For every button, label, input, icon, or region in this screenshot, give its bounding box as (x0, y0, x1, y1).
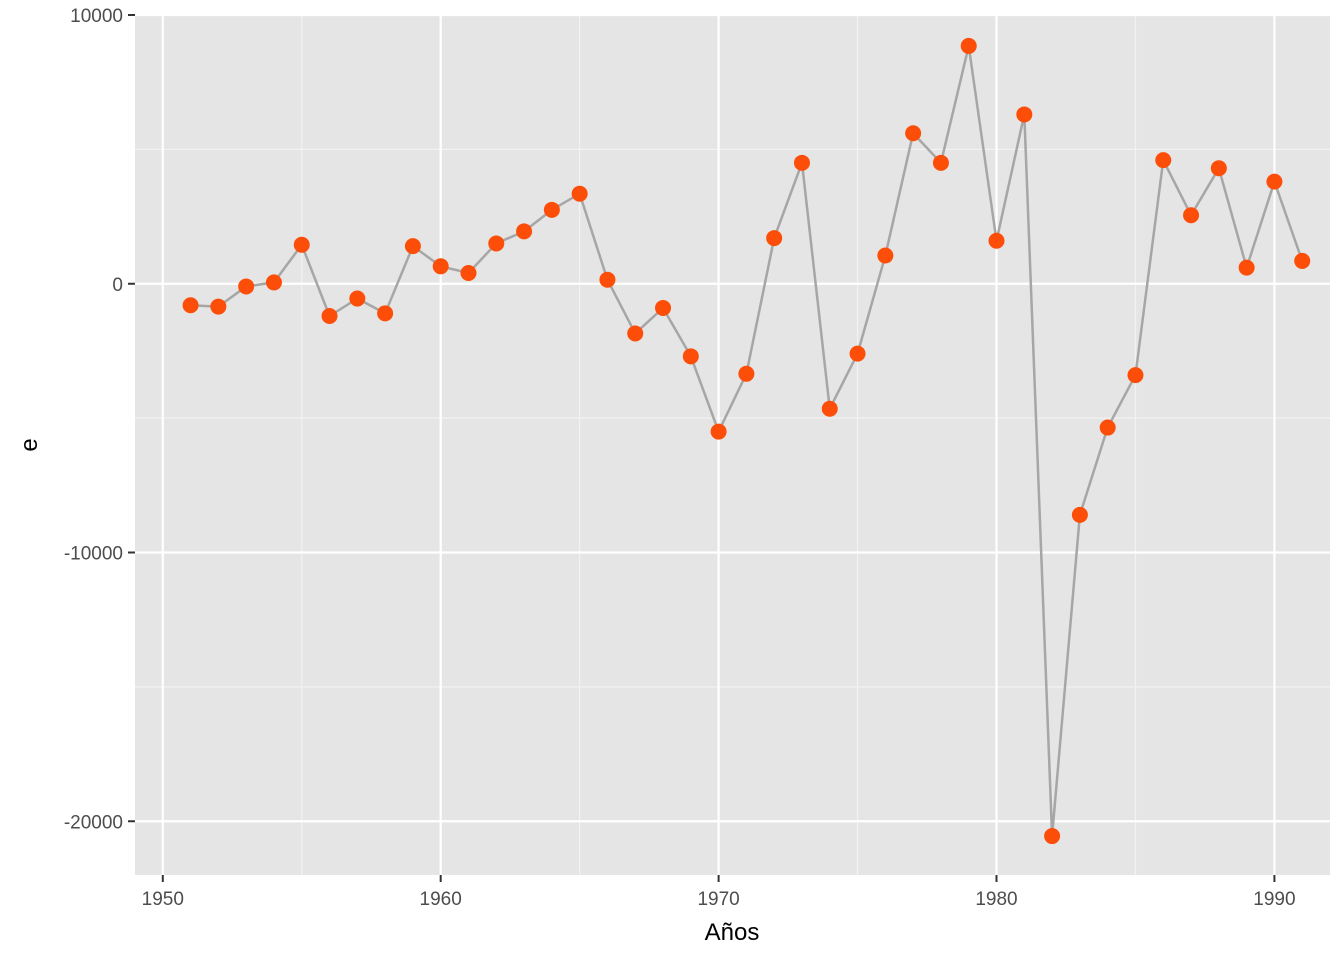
data-point (210, 298, 227, 315)
minor-gridlines (135, 15, 1330, 875)
data-point (1183, 207, 1200, 224)
data-point (377, 305, 394, 322)
data-point (460, 265, 477, 281)
data-point (265, 274, 282, 291)
data-point (1266, 173, 1283, 190)
y-tick-label: 10000 (70, 6, 123, 27)
data-point (1044, 828, 1061, 845)
data-point (321, 308, 338, 324)
data-point (293, 236, 310, 253)
x-tick-label: 1990 (1253, 889, 1295, 910)
data-point (766, 230, 783, 247)
data-point (349, 290, 366, 307)
data-point (932, 154, 949, 171)
y-axis: 10000 0 -10000 -20000 (64, 6, 135, 833)
y-tick-label: 0 (112, 275, 123, 296)
x-tick-label: 1970 (697, 889, 739, 910)
data-point (404, 238, 421, 255)
data-point (432, 258, 449, 275)
data-point (849, 345, 866, 362)
data-point (793, 154, 810, 171)
data-point (877, 247, 894, 264)
data-point (182, 297, 199, 314)
x-tick-label: 1950 (142, 889, 184, 910)
data-point (627, 325, 644, 342)
data-point (905, 125, 922, 142)
data-point (543, 201, 560, 218)
data-point (516, 223, 533, 240)
data-point (960, 37, 977, 54)
data-point (1238, 259, 1255, 276)
data-points (182, 37, 1311, 845)
data-point (1210, 160, 1227, 177)
plot-panel (135, 15, 1330, 875)
data-point (571, 185, 588, 202)
data-point (488, 235, 505, 252)
y-tick-label: -10000 (64, 544, 123, 565)
data-point (655, 299, 672, 316)
data-point (599, 271, 616, 288)
y-axis-title: e (16, 438, 43, 451)
data-point (1071, 506, 1088, 523)
data-point (1099, 419, 1116, 436)
data-point (738, 365, 755, 382)
data-point (1294, 252, 1311, 269)
data-point (1127, 367, 1144, 384)
major-gridlines (135, 13, 1330, 875)
x-tick-label: 1960 (420, 889, 462, 910)
data-point (821, 400, 838, 417)
data-point (710, 423, 727, 440)
x-tick-label: 1980 (975, 889, 1017, 910)
y-tick-label: -20000 (64, 812, 123, 833)
data-point (238, 278, 255, 295)
data-point (1155, 152, 1172, 169)
x-axis: 1950 1960 1970 1980 1990 (142, 875, 1296, 910)
data-point (682, 348, 699, 365)
data-point (988, 232, 1005, 249)
data-point (1016, 106, 1033, 123)
x-axis-title: Años (705, 919, 760, 946)
